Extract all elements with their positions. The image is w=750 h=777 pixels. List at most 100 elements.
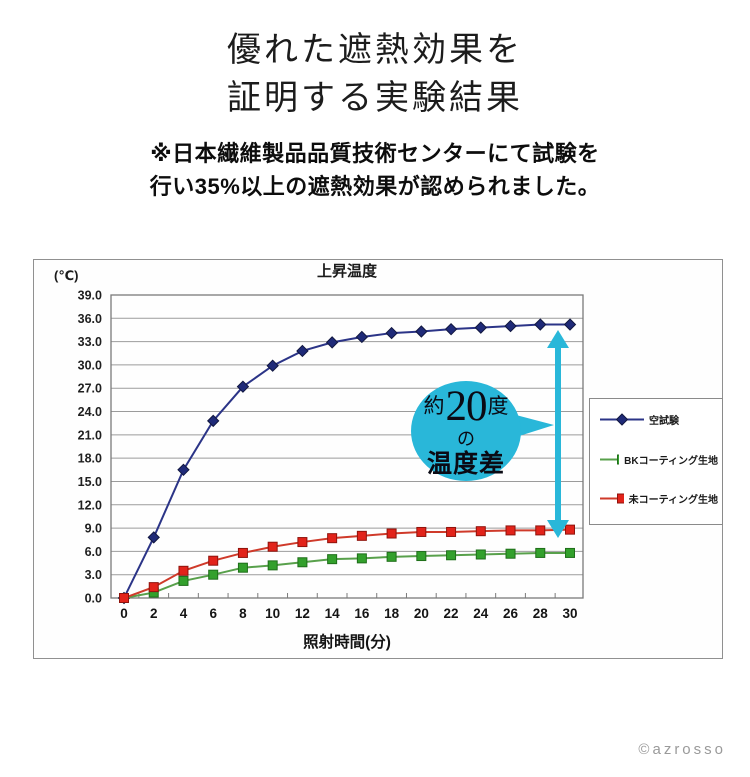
x-tick-label: 8 xyxy=(239,606,247,621)
series-line-1 xyxy=(123,551,570,599)
page-title-line1: 優れた遮熱効果を xyxy=(227,32,523,69)
x-tick-label: 0 xyxy=(120,606,128,621)
legend-marker-icon xyxy=(617,493,624,504)
annotation-value: 20 xyxy=(445,383,488,430)
data-point-marker xyxy=(327,554,338,565)
data-point-marker xyxy=(444,322,458,336)
data-point-marker xyxy=(178,565,189,576)
x-tick-label: 28 xyxy=(533,606,549,621)
data-point-marker xyxy=(356,530,367,541)
x-tick-label: 10 xyxy=(265,606,280,621)
legend-marker-icon xyxy=(617,454,620,464)
legend-item-label: 空試験 xyxy=(649,416,679,427)
temperature-diff-arrow-icon xyxy=(547,330,569,538)
data-point-marker xyxy=(208,555,219,566)
x-tick-label: 4 xyxy=(180,606,188,621)
data-point-marker xyxy=(534,318,547,331)
x-tick-label: 22 xyxy=(444,606,459,621)
legend-item: 未コーティング生地 xyxy=(600,491,718,506)
data-point-marker xyxy=(505,525,516,536)
data-point-marker xyxy=(415,325,428,338)
x-tick-label: 12 xyxy=(295,606,310,621)
data-point-marker xyxy=(119,593,129,603)
annotation-line1: 約 20 度 xyxy=(424,385,509,428)
legend-swatch xyxy=(600,493,624,504)
legend-item-label: 未コーティング生地 xyxy=(628,495,718,506)
x-tick-label: 16 xyxy=(354,606,370,621)
y-tick-label: 27.0 xyxy=(78,382,102,396)
data-point-marker xyxy=(535,525,546,536)
y-tick-label: 21.0 xyxy=(78,428,102,442)
y-tick-label: 24.0 xyxy=(78,405,102,419)
data-point-marker xyxy=(385,326,398,340)
data-point-marker xyxy=(475,526,486,537)
y-tick-label: 0.0 xyxy=(85,592,102,606)
data-point-marker xyxy=(236,380,250,393)
page-subtitle: ※日本繊維製品品質技術センターにて試験を 行い35%以上の遮熱効果が認められまし… xyxy=(0,137,750,203)
y-tick-label: 36.0 xyxy=(78,312,102,326)
annotation-unit: 度 xyxy=(487,394,509,418)
legend-marker-icon xyxy=(615,413,629,426)
data-point-marker xyxy=(237,547,248,558)
data-point-marker xyxy=(208,569,219,580)
page-title-line2: 証明する実験結果 xyxy=(227,80,523,118)
data-point-marker xyxy=(474,321,488,334)
y-tick-label: 12.0 xyxy=(78,498,102,512)
data-point-marker xyxy=(386,551,397,562)
y-tick-label: 6.0 xyxy=(85,545,102,559)
x-tick-label: 30 xyxy=(562,606,577,621)
data-point-marker xyxy=(565,524,575,535)
y-tick-label: 30.0 xyxy=(78,358,102,372)
legend-item: 空試験 xyxy=(600,412,718,427)
y-tick-label: 39.0 xyxy=(78,289,102,303)
data-point-marker xyxy=(297,557,308,568)
balloon-pointer-icon xyxy=(516,415,554,437)
x-tick-label: 6 xyxy=(209,606,217,621)
y-tick-label: 15.0 xyxy=(78,475,102,489)
series-line-2 xyxy=(123,528,571,599)
data-point-marker xyxy=(177,463,190,477)
temperature-line-chart: 0.0 3.0 6.0 9.0 12.0 15.0 18.0 21.0 24.0 27.0 30.0… xyxy=(54,262,584,651)
y-tick-label: 33.0 xyxy=(78,335,102,349)
data-point-marker xyxy=(325,336,339,349)
x-axis-label: 照射時間(分) xyxy=(303,632,391,651)
series-line-0 xyxy=(123,323,570,599)
annotation-approx: 約 xyxy=(423,394,445,418)
data-point-marker xyxy=(356,553,367,564)
data-point-marker xyxy=(535,547,546,558)
chart-title: 上昇温度 xyxy=(317,262,378,280)
data-point-marker xyxy=(386,528,397,539)
x-tick-label: 14 xyxy=(325,606,341,621)
annotation-particle: の xyxy=(457,429,475,449)
x-tick-label: 18 xyxy=(384,606,400,621)
legend-item-label: BKコーティング生地 xyxy=(624,455,718,467)
data-point-marker xyxy=(296,344,309,358)
data-point-marker xyxy=(267,560,278,571)
data-point-marker xyxy=(446,550,457,561)
data-point-marker xyxy=(266,359,279,372)
data-point-marker xyxy=(327,533,338,544)
x-tick-label: 2 xyxy=(150,606,158,621)
data-point-marker xyxy=(475,549,486,560)
data-point-marker xyxy=(267,541,278,552)
page-subtitle-line2: 行い35%以上の遮熱効果が認められました。 xyxy=(149,173,601,199)
data-point-marker xyxy=(416,526,427,537)
data-point-marker xyxy=(565,547,575,558)
y-tick-label: 18.0 xyxy=(78,452,102,466)
x-tick-label: 20 xyxy=(414,606,429,621)
y-tick-label: 3.0 xyxy=(85,568,102,582)
data-point-marker xyxy=(147,531,160,544)
page-title: 優れた遮熱効果を 証明する実験結果 xyxy=(0,27,750,124)
x-tick-label: 24 xyxy=(473,606,489,621)
y-tick-label: 9.0 xyxy=(85,522,102,536)
data-point-marker xyxy=(297,537,308,548)
annotation-label: 温度差 xyxy=(426,451,505,478)
legend-swatch xyxy=(600,413,644,426)
x-tick-label: 26 xyxy=(503,606,519,621)
data-point-marker xyxy=(563,318,577,331)
data-point-marker xyxy=(446,526,457,537)
data-point-marker xyxy=(178,575,189,586)
data-point-marker xyxy=(237,562,248,573)
legend-swatch xyxy=(600,454,620,464)
chart-panel: 0.0 3.0 6.0 9.0 12.0 15.0 18.0 21.0 24.0 27.0 30.0… xyxy=(33,259,723,659)
